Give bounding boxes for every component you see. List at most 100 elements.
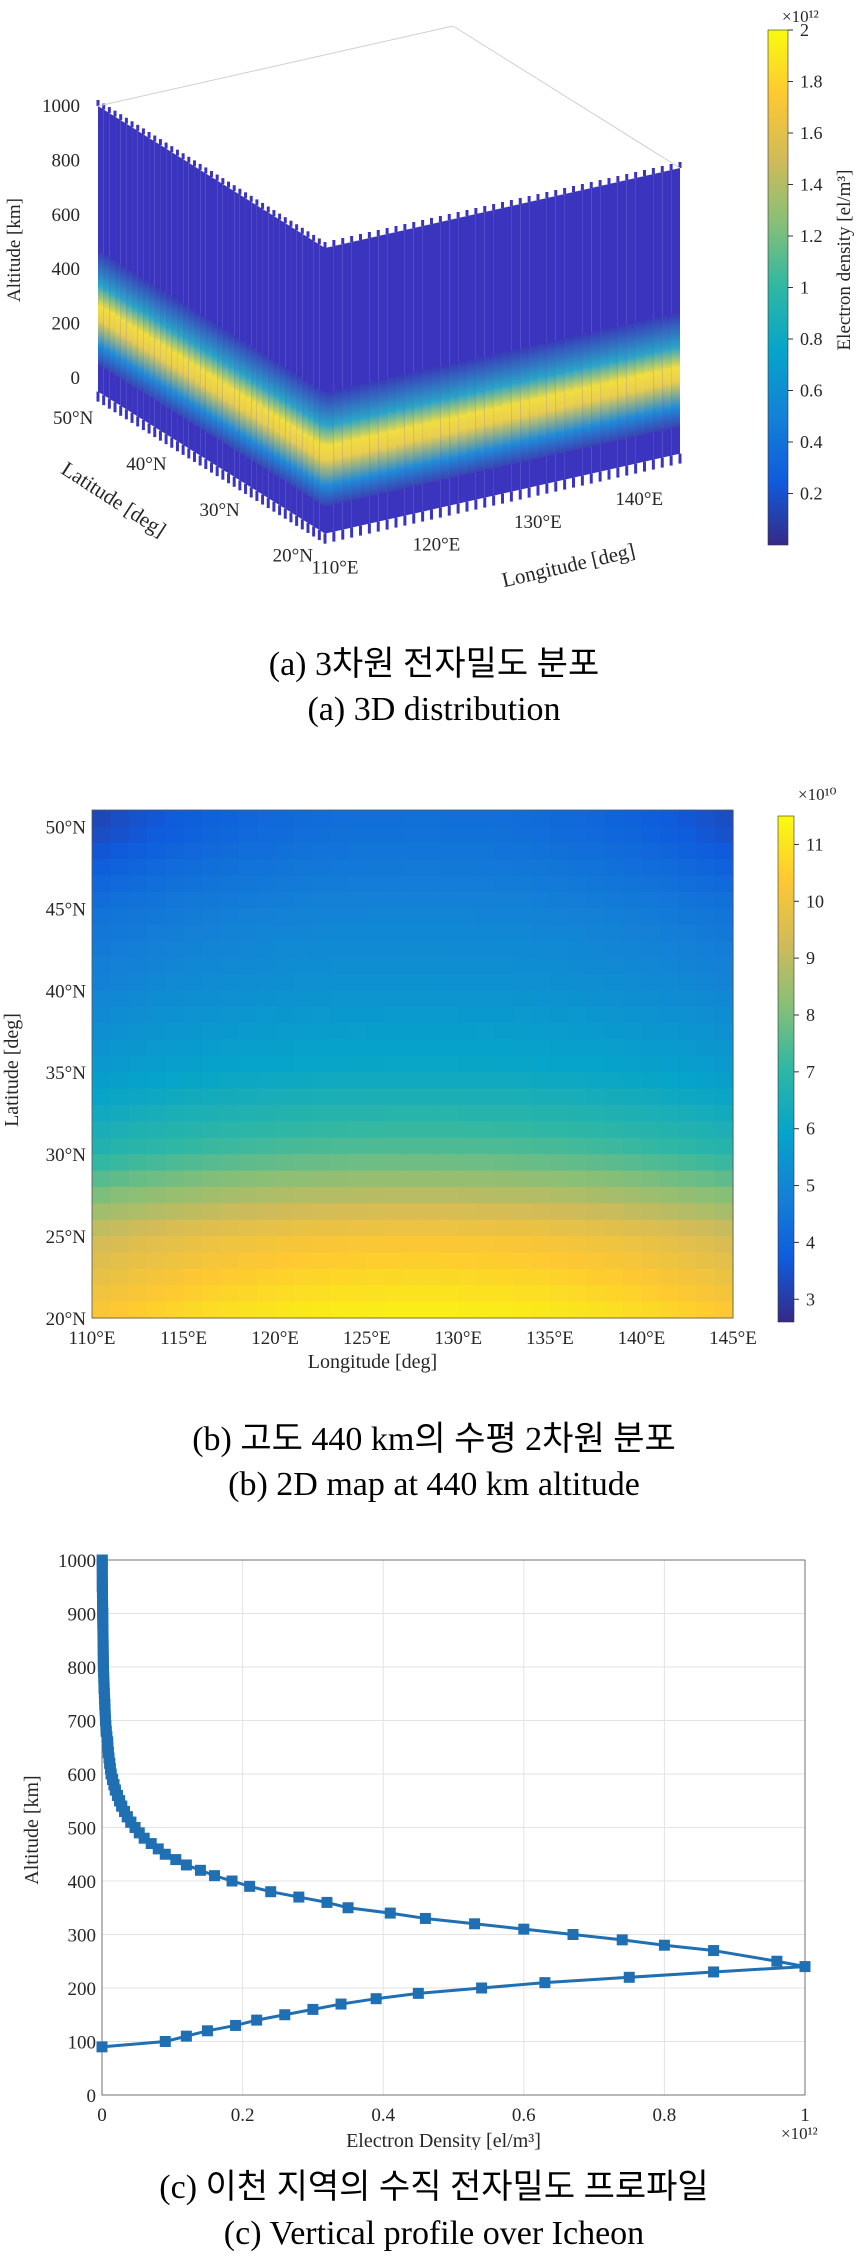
density-band <box>600 328 609 445</box>
heatmap-cell <box>659 1072 679 1090</box>
heatmap-cell <box>439 941 459 959</box>
heatmap-cell <box>403 1186 423 1204</box>
heatmap-cell <box>238 973 258 991</box>
heatmap-cell <box>714 826 734 844</box>
heatmap-cell <box>146 1072 166 1090</box>
heatmap-cell <box>641 1219 661 1237</box>
heatmap-cell <box>513 908 533 926</box>
slice-cap <box>572 477 575 488</box>
heatmap-cell <box>220 859 240 877</box>
heatmap-cell <box>476 1301 496 1319</box>
density-band <box>644 318 654 435</box>
heatmap-cell <box>641 1268 661 1286</box>
heatmap-cell <box>403 1006 423 1024</box>
heatmap-cell <box>275 826 295 844</box>
heatmap-cell <box>641 1023 661 1041</box>
heatmap-cell <box>348 1088 368 1106</box>
axes: 0 0.2 0.4 0.6 0.8 1 0 100 200 300 400 500 600 700 800 9… <box>21 1551 818 2152</box>
heatmap-cell <box>220 1252 240 1270</box>
heatmap-cell <box>183 1023 203 1041</box>
slice-cap <box>465 501 469 512</box>
heatmap-cell <box>330 1023 349 1041</box>
heatmap-cell <box>220 826 240 844</box>
heatmap-cell <box>146 1154 166 1172</box>
heatmap-cell <box>714 875 734 893</box>
data-marker <box>170 1854 182 1866</box>
heatmap-cell <box>494 842 514 860</box>
colorbar-gradient <box>767 29 789 546</box>
heatmap-cell <box>659 1219 679 1237</box>
heatmap-cell <box>256 1252 276 1270</box>
y-tick-label: 50°N <box>53 408 94 429</box>
heatmap-cell <box>696 941 716 959</box>
heatmap-cell <box>220 990 240 1008</box>
heatmap-cell <box>586 957 606 975</box>
heatmap-cell <box>311 1186 331 1204</box>
slice-cap <box>227 473 231 484</box>
heatmap-cell <box>165 1023 185 1041</box>
heatmap-cell <box>513 1186 533 1204</box>
heatmap-cell <box>238 1137 258 1155</box>
heatmap-cell <box>311 1088 331 1106</box>
heatmap-cell <box>696 990 716 1008</box>
heatmap-cell <box>476 1023 496 1041</box>
heatmap-cell <box>421 1154 441 1172</box>
heatmap-cell <box>513 1285 533 1303</box>
heatmap-cell <box>92 1055 111 1073</box>
heatmap-cell <box>659 1252 679 1270</box>
heatmap-cell <box>183 810 203 827</box>
heatmap-cell <box>659 859 679 877</box>
heatmap-cell <box>183 957 203 975</box>
data-marker <box>370 1993 382 2005</box>
heatmap-cell <box>385 826 404 844</box>
y-tick-label: 0 <box>87 2086 97 2107</box>
heatmap-cell <box>238 1023 258 1041</box>
slice-cap <box>158 430 162 441</box>
heatmap-cell <box>183 1236 203 1254</box>
heatmap-cell <box>366 875 386 893</box>
slice-cap <box>527 487 531 498</box>
heatmap-cell <box>421 973 441 991</box>
heatmap-cell <box>604 810 624 827</box>
heatmap-cell <box>549 990 569 1008</box>
heatmap-cell <box>275 1285 295 1303</box>
heatmap-cell <box>293 1285 313 1303</box>
heatmap-cell <box>549 1154 569 1172</box>
heatmap-cell <box>439 1121 459 1139</box>
heatmap-cell <box>128 990 148 1008</box>
heatmap-cell <box>494 810 514 827</box>
heatmap-cell <box>623 1039 643 1057</box>
heatmap-cell <box>494 1236 514 1254</box>
heatmap-cell <box>439 1006 459 1024</box>
slice-cap <box>394 517 398 528</box>
heatmap-cell <box>128 842 148 860</box>
heatmap-cell <box>549 1072 569 1090</box>
heatmap-cell <box>549 957 569 975</box>
heatmap-cell <box>403 1072 423 1090</box>
heatmap-cell <box>128 1154 148 1172</box>
slice-cap <box>204 459 208 470</box>
heatmap-cell <box>330 826 349 844</box>
heatmap-cell <box>531 859 551 877</box>
heatmap-cell <box>641 990 661 1008</box>
heatmap-cell <box>293 1039 313 1057</box>
heatmap-cell <box>531 826 551 844</box>
heatmap-cell <box>659 810 679 827</box>
chart-2d-map: 110°E 115°E 120°E 125°E 130°E 135°E 140°E 145°E… <box>1 785 837 1373</box>
y-tick-label: 40°N <box>46 981 87 1002</box>
heatmap-cell <box>623 1252 643 1270</box>
heatmap-cell <box>659 875 679 893</box>
slice-cap <box>266 498 270 509</box>
heatmap-cell <box>201 924 221 942</box>
heatmap-cell <box>366 1170 386 1188</box>
heatmap-cell <box>458 1088 478 1106</box>
heatmap-cell <box>275 842 295 860</box>
heatmap-cell <box>678 1121 697 1139</box>
heatmap-cell <box>421 1055 441 1073</box>
heatmap-cell <box>403 1023 423 1041</box>
heatmap-cell <box>128 810 148 827</box>
heatmap-cell <box>531 1121 551 1139</box>
heatmap-cell <box>128 1104 148 1122</box>
heatmap-cell <box>623 1301 643 1319</box>
heatmap-cell <box>531 1170 551 1188</box>
